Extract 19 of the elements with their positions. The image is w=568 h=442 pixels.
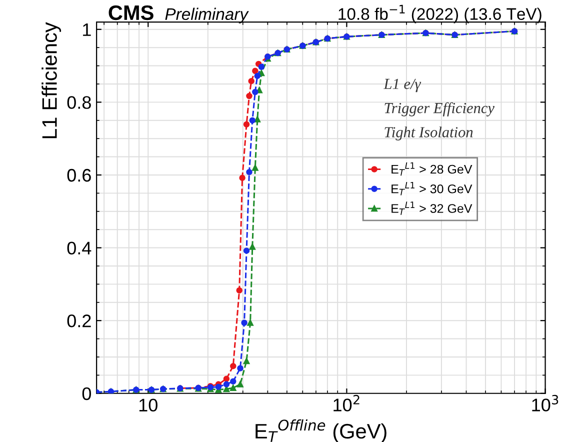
y-tick-label: 0.2 bbox=[67, 314, 91, 328]
annotation: 10.8 fb$^{−1}$ (2022) (13.6 TeV) bbox=[338, 4, 542, 24]
legend-label: E$_{T}$$^{L1}$ > 30 GeV bbox=[392, 182, 472, 196]
y-axis-title: L1 Efficiency bbox=[42, 22, 62, 138]
legend-label: E$_{T}$$^{L1}$ > 32 GeV bbox=[392, 202, 472, 215]
chart-title: CMS bbox=[108, 5, 154, 20]
annotation: Trigger Efficiency bbox=[384, 102, 494, 116]
x-tick-label: 10$^{2}$ bbox=[334, 394, 360, 412]
y-tick-label: 0.4 bbox=[67, 242, 92, 254]
annotation: Tight Isolation bbox=[384, 126, 473, 140]
y-tick-label: 0.8 bbox=[67, 96, 91, 109]
y-tick-label: 0 bbox=[82, 387, 91, 400]
x-tick-label: 10 bbox=[139, 398, 158, 412]
y-tick-label: 1 bbox=[83, 24, 91, 36]
y-tick-label: 0.6 bbox=[67, 168, 91, 182]
annotation: L1 e/γ bbox=[384, 78, 422, 92]
chart-subtitle: Preliminary bbox=[165, 8, 249, 24]
legend-label: E$_{T}$$^{L1}$ > 28 GeV bbox=[392, 162, 472, 176]
x-tick-label: 10$^{3}$ bbox=[532, 394, 558, 412]
